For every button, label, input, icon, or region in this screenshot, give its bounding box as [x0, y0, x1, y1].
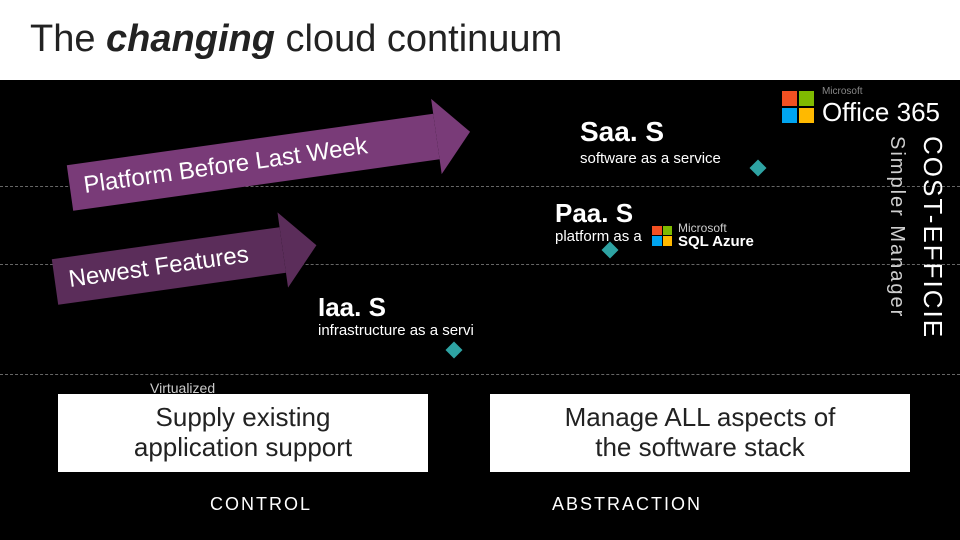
callout-line: application support	[134, 432, 352, 462]
paas-label: Paa. S	[555, 198, 633, 229]
title-suffix: cloud continuum	[275, 18, 562, 60]
simpler-manager-label: Simpler Manager	[885, 136, 908, 318]
title-prefix: The	[30, 18, 106, 60]
ms-logo-icon	[782, 91, 814, 123]
saas-sub: software as a service	[580, 150, 721, 167]
paas-sub: platform as a	[555, 228, 642, 245]
ms-label: Microsoft	[822, 86, 940, 97]
slide-title: The changing cloud continuum	[30, 18, 562, 61]
sqlazure-logo: Microsoft SQL Azure	[652, 222, 754, 249]
title-emph: changing	[106, 18, 275, 60]
saas-label: Saa. S	[580, 116, 664, 148]
callout-line: Manage ALL aspects of	[565, 402, 836, 432]
abstraction-caption: ABSTRACTION	[552, 494, 702, 515]
callout-line: the software stack	[595, 432, 805, 462]
control-caption: CONTROL	[210, 494, 312, 515]
iaas-label: Iaa. S	[318, 292, 386, 323]
office365-label: Office 365	[822, 97, 940, 128]
callout-supply: Supply existing application support	[58, 394, 428, 472]
callout-line: Supply existing	[156, 402, 331, 432]
iaas-sub: infrastructure as a servi	[318, 322, 474, 339]
callout-manage: Manage ALL aspects of the software stack	[490, 394, 910, 472]
sqlazure-label: SQL Azure	[678, 234, 754, 249]
divider	[0, 374, 960, 375]
cost-efficient-label: COST-EFFICIE	[917, 136, 948, 339]
office365-logo: Microsoft Office 365	[782, 86, 940, 128]
slide: { "title": { "prefix": "The ", "emph": "…	[0, 0, 960, 540]
ms-logo-icon	[652, 226, 672, 246]
